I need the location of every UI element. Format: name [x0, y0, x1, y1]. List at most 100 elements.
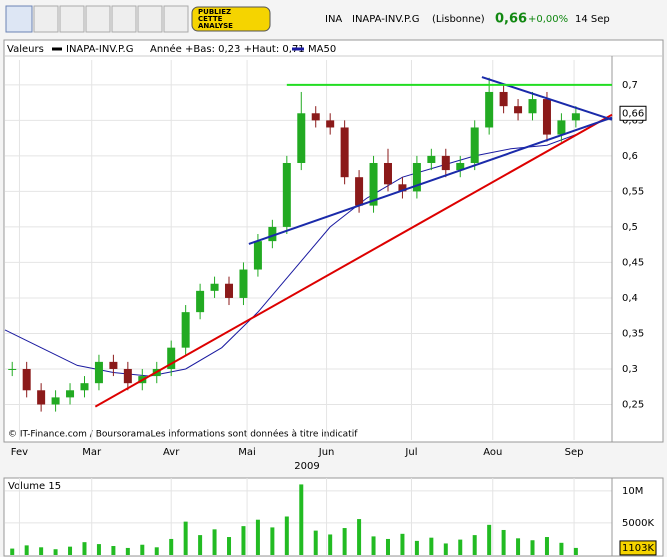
tool-zoom[interactable] — [5, 5, 33, 33]
stock-name: INAPA-INV.P.G — [352, 14, 419, 25]
volume-bar — [357, 519, 362, 555]
tool-parallel[interactable] — [137, 5, 163, 33]
change: +0,00% — [528, 14, 568, 25]
y-tick-label: 0,65 — [622, 115, 644, 126]
symbol: INA — [325, 14, 342, 25]
date: 14 Sep — [575, 14, 610, 25]
y-tick-label: 0,25 — [622, 399, 644, 410]
tool-channel[interactable] — [111, 5, 137, 33]
candle-body — [123, 368, 132, 384]
candle-body — [412, 162, 421, 192]
ad-text: ANALYSE — [198, 22, 233, 30]
year-label: 2009 — [294, 461, 319, 472]
x-tick-label: Fev — [11, 447, 28, 458]
ad-text: CETTE — [198, 15, 223, 23]
candle-body — [571, 113, 580, 121]
candle-body — [210, 283, 219, 291]
volume-bar — [227, 537, 232, 555]
volume-bar — [458, 539, 463, 555]
volume-bar — [385, 538, 390, 555]
candle-body — [326, 120, 335, 128]
volume-bar — [154, 547, 159, 555]
volume-bar — [530, 540, 535, 555]
volume-bar — [198, 535, 203, 555]
candle-body — [557, 120, 566, 135]
x-tick-label: Avr — [163, 447, 180, 458]
candle-body — [37, 390, 46, 405]
y-tick-label: 0,45 — [622, 257, 644, 268]
candle-body — [181, 312, 190, 348]
y-tick-label: 0,6 — [622, 151, 638, 162]
last-volume-box — [619, 540, 657, 556]
legend-entry: MA50 — [308, 44, 336, 55]
candle-body — [225, 283, 234, 298]
tool-fibo[interactable] — [85, 5, 111, 33]
candle-body — [514, 106, 523, 114]
volume-bar — [140, 544, 145, 555]
volume-bar — [82, 542, 87, 555]
ad-text: PUBLIEZ — [198, 8, 231, 16]
candle-body — [51, 397, 60, 405]
volume-bar — [24, 545, 29, 555]
volume-bar — [559, 542, 564, 555]
y-tick-label: 0,35 — [622, 328, 644, 339]
y-tick-label: 0,3 — [622, 364, 638, 375]
candle-body — [499, 91, 508, 107]
tool-hline[interactable] — [59, 5, 85, 33]
tool-line[interactable] — [33, 5, 59, 33]
x-tick-label: Sep — [565, 447, 584, 458]
candle-body — [167, 347, 176, 369]
y-tick-label: 0,4 — [622, 293, 638, 304]
volume-bar — [284, 516, 289, 555]
volume-bar — [10, 548, 15, 555]
candle-body — [470, 127, 479, 163]
trendline — [94, 113, 613, 408]
volume-bar — [342, 528, 347, 555]
candle-body — [369, 162, 378, 206]
x-tick-label: Jun — [318, 447, 335, 458]
candle-body — [196, 290, 205, 313]
candle-body — [282, 162, 291, 227]
volume-bar — [255, 519, 260, 555]
candle-body — [109, 361, 118, 369]
volume-bar — [443, 543, 448, 555]
candle-body — [441, 155, 450, 171]
publish-button[interactable] — [191, 6, 271, 32]
y-tick-label: 0,5 — [622, 222, 638, 233]
volume-bar — [328, 534, 333, 555]
candle-body — [456, 162, 465, 171]
candle-body — [528, 99, 537, 114]
volume-bar — [270, 527, 275, 555]
volume-bar — [53, 549, 58, 555]
candle-body — [542, 99, 551, 135]
candle-body — [22, 368, 31, 391]
y-tick-label: 0,55 — [622, 186, 644, 197]
candle-body — [268, 226, 277, 242]
legend-entry: INAPA-INV.P.G — [66, 44, 133, 55]
volume-bar — [472, 535, 477, 555]
volume-bar — [212, 529, 217, 555]
volume-bar — [241, 526, 246, 555]
candle-body — [340, 127, 349, 178]
volume-bar — [96, 544, 101, 555]
y-tick-label: 5000K — [622, 518, 654, 529]
footnote: © IT-Finance.com / BoursoramaLes informa… — [8, 429, 358, 440]
volume-bar — [313, 530, 318, 555]
candle-body — [253, 241, 262, 270]
volume-bar — [125, 547, 130, 555]
volume-bar — [516, 538, 521, 555]
candle-body — [66, 390, 75, 398]
x-tick-label: Mar — [82, 447, 102, 458]
x-tick-label: Jul — [404, 447, 417, 458]
tool-delete[interactable] — [163, 5, 189, 33]
y-tick-label: 10M — [622, 486, 643, 497]
trendline — [248, 116, 613, 245]
legend-label: Valeurs — [7, 44, 44, 55]
volume-bar — [39, 547, 44, 555]
last-volume-label: 1103K — [622, 543, 654, 554]
y-tick-label: 0,7 — [622, 80, 638, 91]
volume-bar — [429, 537, 434, 555]
toolbar: PUBLIEZ CETTE ANALYSE — [5, 5, 271, 33]
candle-body — [383, 162, 392, 185]
